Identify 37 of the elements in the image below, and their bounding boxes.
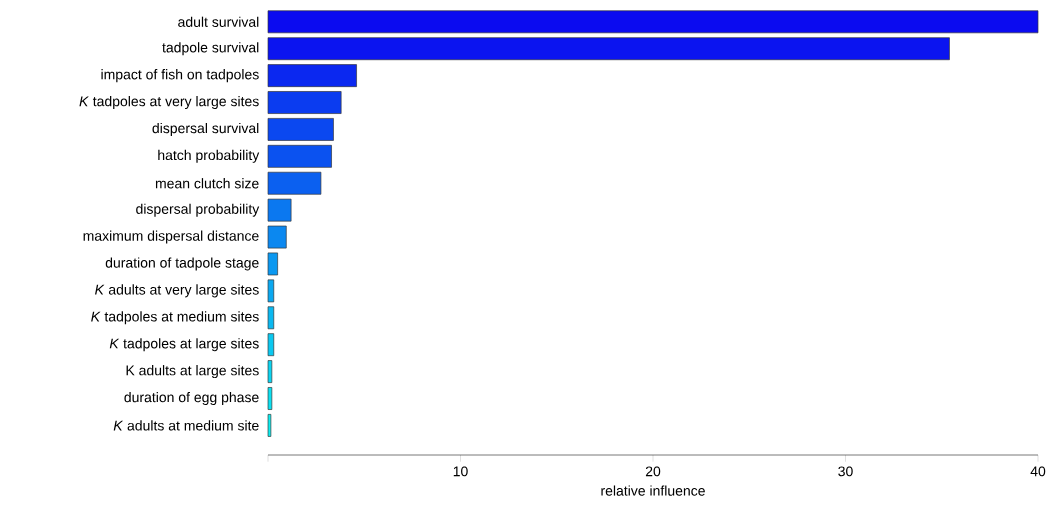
y-tick-label: duration of egg phase	[124, 391, 259, 406]
bar	[267, 171, 322, 195]
bar	[267, 198, 292, 222]
bar	[267, 144, 332, 168]
bar	[267, 37, 950, 61]
y-tick-label: dispersal survival	[152, 122, 259, 136]
x-tick-label: 10	[453, 466, 468, 477]
x-axis-title: relative influence	[601, 485, 705, 496]
y-tick-label: dispersal probability	[136, 203, 260, 217]
y-tick-label: duration of tadpole stage	[105, 257, 259, 271]
bar	[267, 64, 357, 87]
y-tick-label: K adults at large sites	[126, 365, 259, 379]
bar	[267, 91, 342, 114]
bar	[267, 279, 275, 303]
y-tick-label: tadpole survival	[162, 42, 259, 56]
bar	[267, 225, 287, 249]
bar	[267, 387, 273, 410]
x-tick-label: 40	[1030, 466, 1046, 477]
bar	[267, 10, 1039, 34]
y-tick-label: K tadpoles at medium sites	[91, 311, 259, 325]
y-tick-label: adult survival	[178, 16, 259, 27]
bar	[267, 118, 334, 141]
bar	[267, 252, 278, 276]
y-tick-label: K adults at very large sites	[95, 284, 259, 298]
bar	[267, 414, 272, 437]
bar	[267, 306, 275, 330]
x-tick-label: 30	[838, 466, 853, 477]
y-tick-label: hatch probability	[158, 149, 260, 163]
y-tick-label: K tadpoles at large sites	[109, 338, 259, 352]
y-tick-label: K adults at medium site	[113, 420, 259, 431]
y-tick-label: K tadpoles at very large sites	[79, 96, 259, 110]
y-tick-label: mean clutch size	[155, 178, 259, 189]
y-tick-label: impact of fish on tadpoles	[101, 69, 259, 83]
y-tick-label: maximum dispersal distance	[83, 230, 259, 244]
bar	[267, 360, 273, 383]
x-tick-label: 20	[645, 466, 661, 477]
bar	[267, 333, 275, 357]
